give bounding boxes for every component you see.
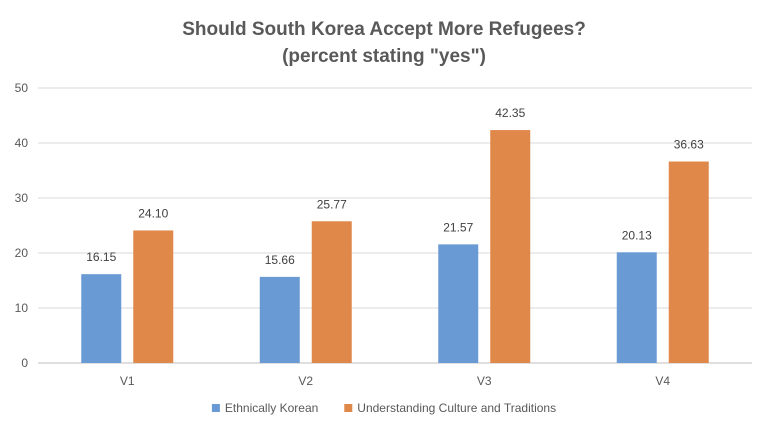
y-tick-label: 50 xyxy=(15,81,29,95)
bar xyxy=(311,221,352,363)
x-tick-label: V2 xyxy=(298,374,313,388)
y-tick-label: 30 xyxy=(15,191,29,205)
legend-label: Understanding Culture and Traditions xyxy=(357,401,556,415)
bars xyxy=(81,130,709,363)
y-tick-label: 10 xyxy=(15,301,29,315)
x-tick-label: V4 xyxy=(655,374,670,388)
legend-item: Understanding Culture and Traditions xyxy=(344,401,556,415)
x-tick-label: V3 xyxy=(477,374,492,388)
data-label: 20.13 xyxy=(622,228,652,242)
bar xyxy=(438,244,479,363)
legend-label: Ethnically Korean xyxy=(225,401,318,415)
y-tick-label: 0 xyxy=(21,356,28,370)
legend-item: Ethnically Korean xyxy=(211,401,318,415)
y-tick-label: 20 xyxy=(15,246,29,260)
data-label: 36.63 xyxy=(674,138,704,152)
axes: 0 10 20 30 40 50 V1 V2 V3 V4 xyxy=(15,81,671,388)
y-tick-label: 40 xyxy=(15,136,29,150)
bar xyxy=(133,230,174,363)
x-tick-label: V1 xyxy=(120,374,135,388)
bar xyxy=(616,252,657,363)
data-label: 42.35 xyxy=(495,106,525,120)
bar xyxy=(81,274,122,363)
bar xyxy=(490,130,531,363)
chart-title: Should South Korea Accept More Refugees? xyxy=(182,19,586,40)
bar xyxy=(259,276,300,363)
legend-swatch xyxy=(211,404,220,412)
legend-swatch xyxy=(344,404,353,412)
data-labels: 16.15 15.66 21.57 20.13 24.10 25.77 42.35 36.63 xyxy=(86,106,704,267)
bar xyxy=(668,161,709,363)
legend: Ethnically Korean Understanding Culture a… xyxy=(211,401,556,415)
data-label: 24.10 xyxy=(138,206,168,220)
data-label: 16.15 xyxy=(86,250,116,264)
chart-subtitle: (percent stating "yes") xyxy=(282,46,486,67)
data-label: 21.57 xyxy=(443,220,473,234)
data-label: 15.66 xyxy=(265,253,295,267)
data-label: 25.77 xyxy=(317,197,347,211)
